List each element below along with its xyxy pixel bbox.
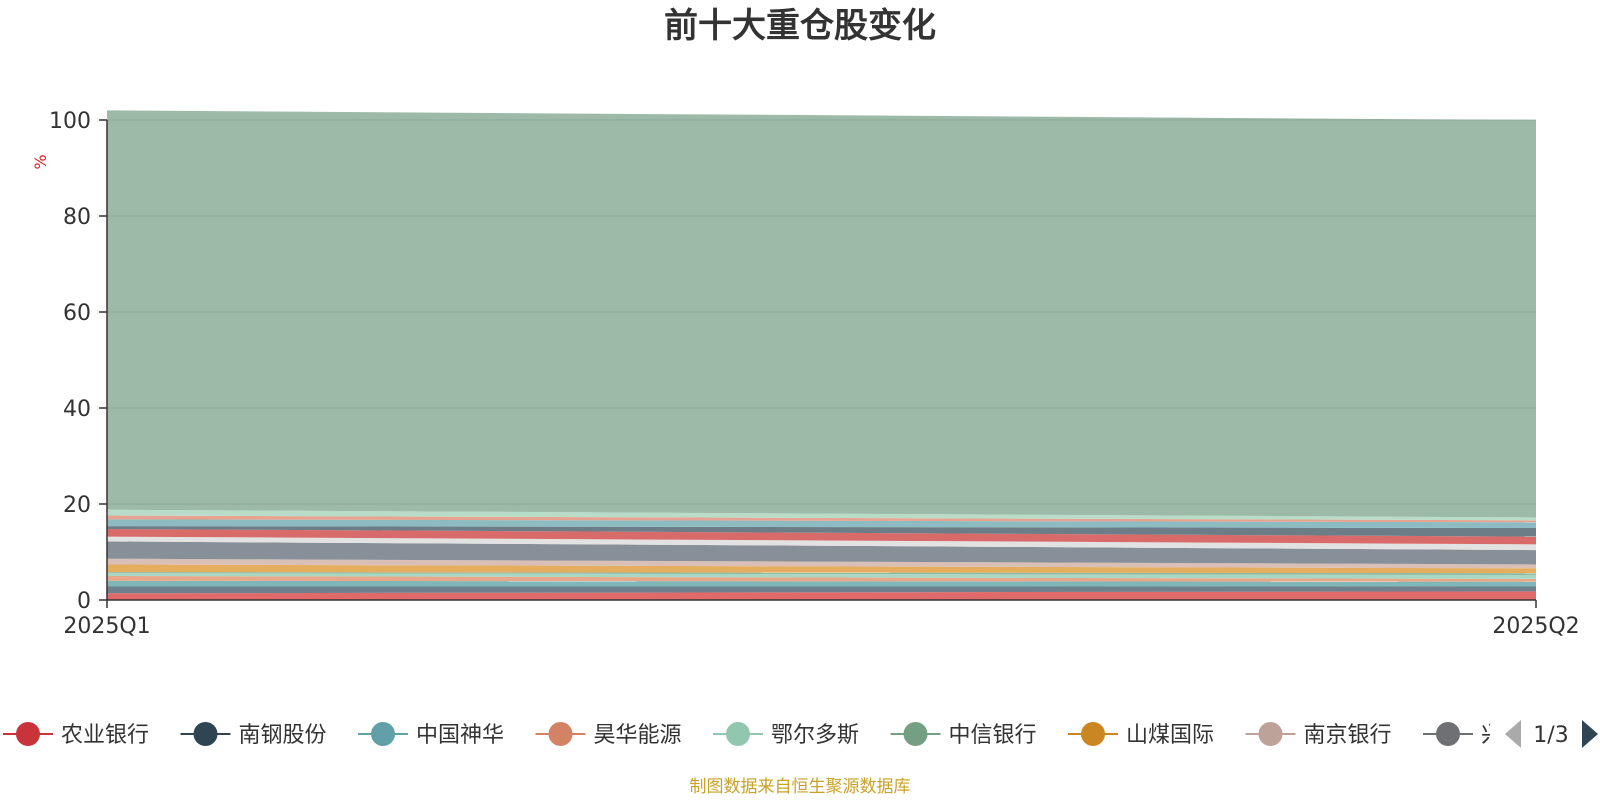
legend-label: 鄂尔多斯 [771, 723, 859, 748]
area-series-2 [107, 580, 1536, 587]
legend-marker [1081, 722, 1105, 746]
area-series-14 [107, 509, 1536, 521]
y-tick-label-1: 20 [63, 493, 91, 518]
plot-areas [107, 110, 1536, 600]
legend-label: 昊华能源 [594, 723, 682, 748]
legend-label: 南京银行 [1304, 723, 1392, 748]
y-tick-label-5: 100 [49, 109, 91, 134]
grid-lines [107, 119, 1536, 505]
area-series-3 [107, 576, 1536, 582]
axes: 0 20 40 60 80 100 2025Q1 2025Q2 [49, 109, 1580, 639]
legend-item-8: 兴 [1423, 722, 1503, 748]
legend-item-1: 南钢股份 [180, 722, 327, 748]
area-series-13 [107, 515, 1536, 523]
legend-item-6: 山煤国际 [1068, 722, 1214, 748]
y-tick-label-4: 80 [63, 205, 91, 230]
legend-marker [193, 722, 218, 746]
area-series-7 [107, 558, 1536, 569]
area-series-8 [107, 541, 1536, 565]
legend-marker [371, 722, 395, 746]
legend-marker [1436, 722, 1460, 746]
legend-item-5: 中信银行 [890, 722, 1037, 748]
legend-marker [548, 722, 573, 746]
area-series-15 [107, 110, 1536, 518]
legend-page-indicator: 1/3 [1533, 723, 1568, 748]
legend-pager: 1/3 [1505, 720, 1598, 748]
legend-marker [726, 722, 750, 746]
x-tick-label-0: 2025Q1 [63, 614, 150, 639]
area-series-5 [107, 572, 1536, 576]
legend-items: 农业银行 南钢股份 中国神华 昊华能源 鄂尔多斯 中信银行 山煤国际 南京银行 兴 [3, 722, 1503, 748]
legend: 农业银行 南钢股份 中国神华 昊华能源 鄂尔多斯 中信银行 山煤国际 南京银行 兴 [3, 722, 1503, 748]
legend-item-3: 昊华能源 [535, 722, 682, 748]
legend-label: 中信银行 [949, 723, 1037, 748]
legend-item-2: 中国神华 [358, 722, 504, 748]
legend-item-7: 南京银行 [1245, 722, 1392, 748]
y-tick-label-3: 60 [63, 301, 91, 326]
area-series-1 [107, 586, 1536, 594]
chart-title: 前十大重仓股变化 [664, 6, 936, 46]
legend-next-page-icon[interactable] [1582, 720, 1598, 748]
legend-label: 兴 [1481, 723, 1503, 748]
legend-prev-page-icon[interactable] [1505, 720, 1521, 748]
data-source-note: 制图数据来自恒生聚源数据库 [690, 777, 911, 797]
y-tick-label-0: 0 [77, 589, 91, 614]
legend-item-4: 鄂尔多斯 [713, 722, 859, 748]
legend-label: 中国神华 [416, 723, 504, 748]
area-series-10 [107, 528, 1536, 545]
legend-marker [903, 722, 928, 746]
area-series-11 [107, 526, 1536, 537]
y-axis-unit: % [31, 154, 50, 169]
area-series-0 [107, 591, 1536, 600]
area-series-4 [107, 573, 1536, 579]
legend-label: 农业银行 [61, 723, 149, 748]
x-tick-label-1: 2025Q2 [1492, 614, 1579, 639]
area-series-9 [107, 536, 1536, 551]
legend-label: 南钢股份 [239, 723, 327, 748]
legend-label: 山煤国际 [1126, 723, 1214, 748]
y-tick-label-2: 40 [63, 397, 91, 422]
area-series-6 [107, 564, 1536, 574]
legend-item-0: 农业银行 [3, 722, 149, 748]
legend-marker [16, 722, 40, 746]
legend-marker [1258, 722, 1283, 746]
area-series-12 [107, 519, 1536, 528]
